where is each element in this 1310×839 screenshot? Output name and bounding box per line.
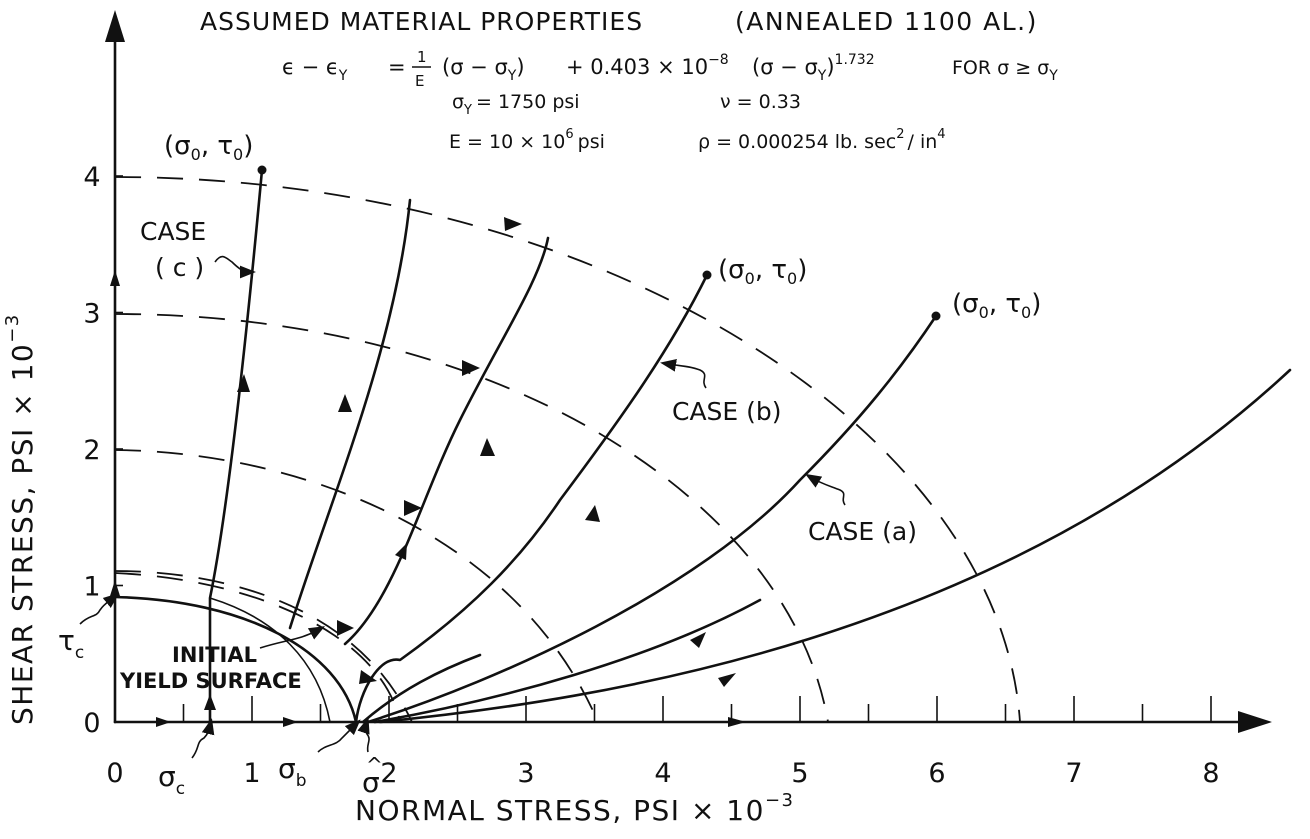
material-constants: σY = 1750 psi ν = 0.33 E = 10 × 106 psi ρ …: [449, 91, 946, 153]
sigma-hat-accent: ^: [366, 753, 383, 777]
dashed-arc-4: [114, 176, 1021, 723]
path-case-a: [366, 314, 938, 724]
path-direction-arrows: [237, 374, 736, 687]
endpoint-dot-a: [931, 311, 941, 321]
path-case-c: [208, 168, 264, 724]
axis-point-labels: τc σc σb ^ σ: [58, 593, 383, 799]
y-tick-label: 1: [83, 572, 100, 603]
header-title: ASSUMED MATERIAL PROPERTIES: [200, 7, 643, 36]
x-tick-label: 0: [106, 758, 123, 789]
eq-fraction-den: E: [415, 72, 424, 90]
case-b-label: CASE (b): [672, 397, 782, 426]
y-tick-label: 0: [83, 708, 100, 739]
initial-yield-label-1: INITIAL: [172, 643, 257, 667]
y-tick-label: 4: [83, 162, 100, 193]
x-tick-label: 8: [1202, 758, 1219, 789]
dashed-arc-3: [114, 313, 829, 723]
x-tick-labels: 0 1 2 3 4 5 6 7 8: [106, 758, 1219, 789]
constitutive-equation: ϵ − ϵY = 1 E (σ − σY) + 0.403 × 10−8 (σ …: [282, 48, 1058, 90]
case-annotations: CASE ( c ) CASE (b) CASE (a) INITIAL YIE…: [119, 217, 917, 693]
y-tick-label: 3: [83, 299, 100, 330]
density: ρ = 0.000254 lb. sec2/ in4: [698, 127, 946, 153]
axis-arrow-marks: [110, 270, 746, 727]
eq-condition: FOR σ ≥ σY: [952, 57, 1058, 84]
youngs-modulus: E = 10 × 106 psi: [449, 127, 605, 153]
path-4: [361, 653, 482, 724]
sigma-b-label: σb: [278, 752, 307, 791]
case-c-label: CASE: [140, 217, 206, 246]
x-tick-label: 4: [654, 758, 671, 789]
poisson-ratio: ν = 0.33: [720, 91, 801, 113]
stress-paths: [208, 168, 1292, 724]
endpoint-dot-b: [702, 270, 712, 280]
y-tick-label: 2: [83, 435, 100, 466]
y-tick-labels: 0 1 2 3 4: [83, 162, 100, 739]
x-tick-label: 3: [517, 758, 534, 789]
dashed-arcs: [114, 176, 1021, 723]
dashed-arc-inner: [114, 572, 401, 723]
endpoint-label-c: (σ0, τ0): [164, 131, 253, 164]
eq-term1: (σ − σY): [442, 55, 525, 84]
x-axis-arrowhead: [1238, 711, 1272, 733]
header-material: (ANNEALED 1100 AL.): [735, 7, 1038, 36]
eq-term2: (σ − σY)1.732: [752, 52, 875, 84]
tau-c-label: τc: [58, 624, 84, 663]
endpoint-labels: (σ0, τ0) (σ0, τ0) (σ0, τ0): [164, 131, 1041, 322]
dashed-arc-1: [114, 570, 413, 723]
x-tick-label: 6: [928, 758, 945, 789]
yield-stress: σY = 1750 psi: [452, 91, 580, 118]
case-a-label: CASE (a): [808, 517, 917, 546]
eq-fraction-num: 1: [417, 48, 427, 66]
x-tick-marks: [182, 696, 1212, 722]
path-case-b: [354, 273, 709, 724]
y-axis-label: SHEAR STRESS, PSI × 10−3: [2, 313, 39, 725]
initial-yield-label-2: YIELD SURFACE: [119, 669, 302, 693]
path-3: [343, 236, 550, 646]
eq-lhs: ϵ − ϵY: [282, 55, 348, 84]
x-axis-label: NORMAL STRESS, PSI × 10−3: [355, 790, 794, 827]
path-2: [288, 198, 412, 630]
sigma-c-label: σc: [158, 760, 185, 799]
sigma-hat-label: σ: [362, 766, 380, 799]
path-6: [378, 368, 1292, 724]
eq-equals: =: [388, 55, 406, 79]
y-tick-marks: [115, 175, 123, 587]
dashed-arc-2: [114, 449, 599, 723]
eq-plus: + 0.403 × 10−8: [566, 52, 729, 79]
case-c-paren: ( c ): [155, 253, 204, 282]
y-axis-arrowhead: [105, 10, 125, 42]
path-5: [373, 598, 762, 724]
x-tick-label: 2: [380, 758, 397, 789]
endpoint-label-b: (σ0, τ0): [718, 255, 807, 288]
x-tick-label: 5: [791, 758, 808, 789]
x-tick-label: 7: [1065, 758, 1082, 789]
inner-yield-boundary: [209, 597, 331, 723]
x-tick-label: 1: [243, 758, 260, 789]
endpoint-dot-c: [257, 165, 267, 175]
arc-direction-arrows: [337, 217, 522, 684]
endpoint-label-a: (σ0, τ0): [952, 289, 1041, 322]
